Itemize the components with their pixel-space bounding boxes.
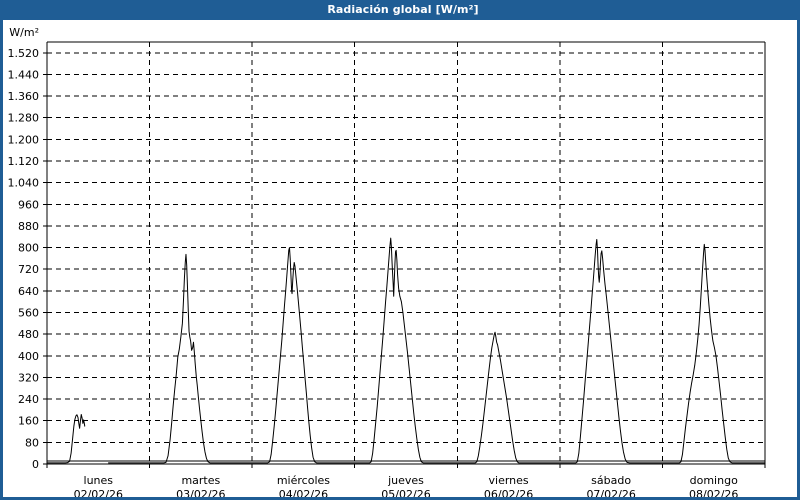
y-axis-label-80: 80 [25, 436, 39, 449]
x-axis-date-label-1: 03/02/26 [176, 488, 225, 497]
data-series-group [46, 237, 766, 464]
y-axis-label-400: 400 [18, 350, 39, 363]
data-line-segment-2 [108, 237, 766, 464]
y-axis-unit-label: W/m² [9, 26, 39, 39]
x-axis-date-label-0: 02/02/26 [74, 488, 123, 497]
vertical-gridlines [149, 42, 663, 464]
window-title-bar: Radiación global [W/m²] [3, 0, 797, 20]
y-axis-label-1200: 1.200 [8, 133, 40, 146]
x-axis-date-label-4: 06/02/26 [484, 488, 533, 497]
y-axis-label-160: 160 [18, 415, 39, 428]
x-axis-day-label-2: miércoles [277, 474, 330, 487]
x-axis-date-label-6: 08/02/26 [689, 488, 738, 497]
horizontal-gridlines [47, 52, 765, 443]
plot-frame [43, 41, 766, 468]
y-axis-label-1040: 1.040 [8, 177, 40, 190]
x-axis-day-label-4: viernes [489, 474, 529, 487]
y-axis-label-960: 960 [18, 198, 39, 211]
y-axis-label-1280: 1.280 [8, 112, 40, 125]
x-axis-date-label-5: 07/02/26 [586, 488, 635, 497]
chart-plot-area: 0 80 160 240 320 400 480 560 640 720 800 880 960 1.04… [3, 20, 797, 497]
data-line-segment-1 [46, 414, 86, 464]
y-axis-label-0: 0 [32, 458, 39, 471]
x-axis-day-label-1: martes [181, 474, 220, 487]
x-axis-date-label-2: 04/02/26 [279, 488, 328, 497]
y-axis-label-800: 800 [18, 242, 39, 255]
x-axis-day-label-5: sábado [591, 474, 631, 487]
y-axis-tick-labels: 0 80 160 240 320 400 480 560 640 720 800 880 960 1.04… [8, 47, 40, 471]
y-axis-label-1440: 1.440 [8, 68, 40, 81]
y-axis-label-240: 240 [18, 393, 39, 406]
y-axis-label-1360: 1.360 [8, 90, 40, 103]
y-axis-label-1520: 1.520 [8, 47, 40, 60]
x-axis-day-label-3: jueves [387, 474, 424, 487]
y-axis-label-640: 640 [18, 285, 39, 298]
y-axis-label-480: 480 [18, 328, 39, 341]
x-axis-day-label-0: lunes [84, 474, 114, 487]
y-axis-label-560: 560 [18, 307, 39, 320]
radiation-line-chart: 0 80 160 240 320 400 480 560 640 720 800 880 960 1.04… [8, 26, 766, 497]
y-axis-label-320: 320 [18, 371, 39, 384]
y-axis-label-1120: 1.120 [8, 155, 40, 168]
page-title: Radiación global [W/m²] [327, 3, 479, 16]
x-axis-date-label-3: 05/02/26 [381, 488, 430, 497]
y-axis-unit-text: W/m² [9, 26, 39, 39]
y-axis-label-720: 720 [18, 263, 39, 276]
x-axis-day-label-6: domingo [690, 474, 738, 487]
y-axis-label-880: 880 [18, 220, 39, 233]
